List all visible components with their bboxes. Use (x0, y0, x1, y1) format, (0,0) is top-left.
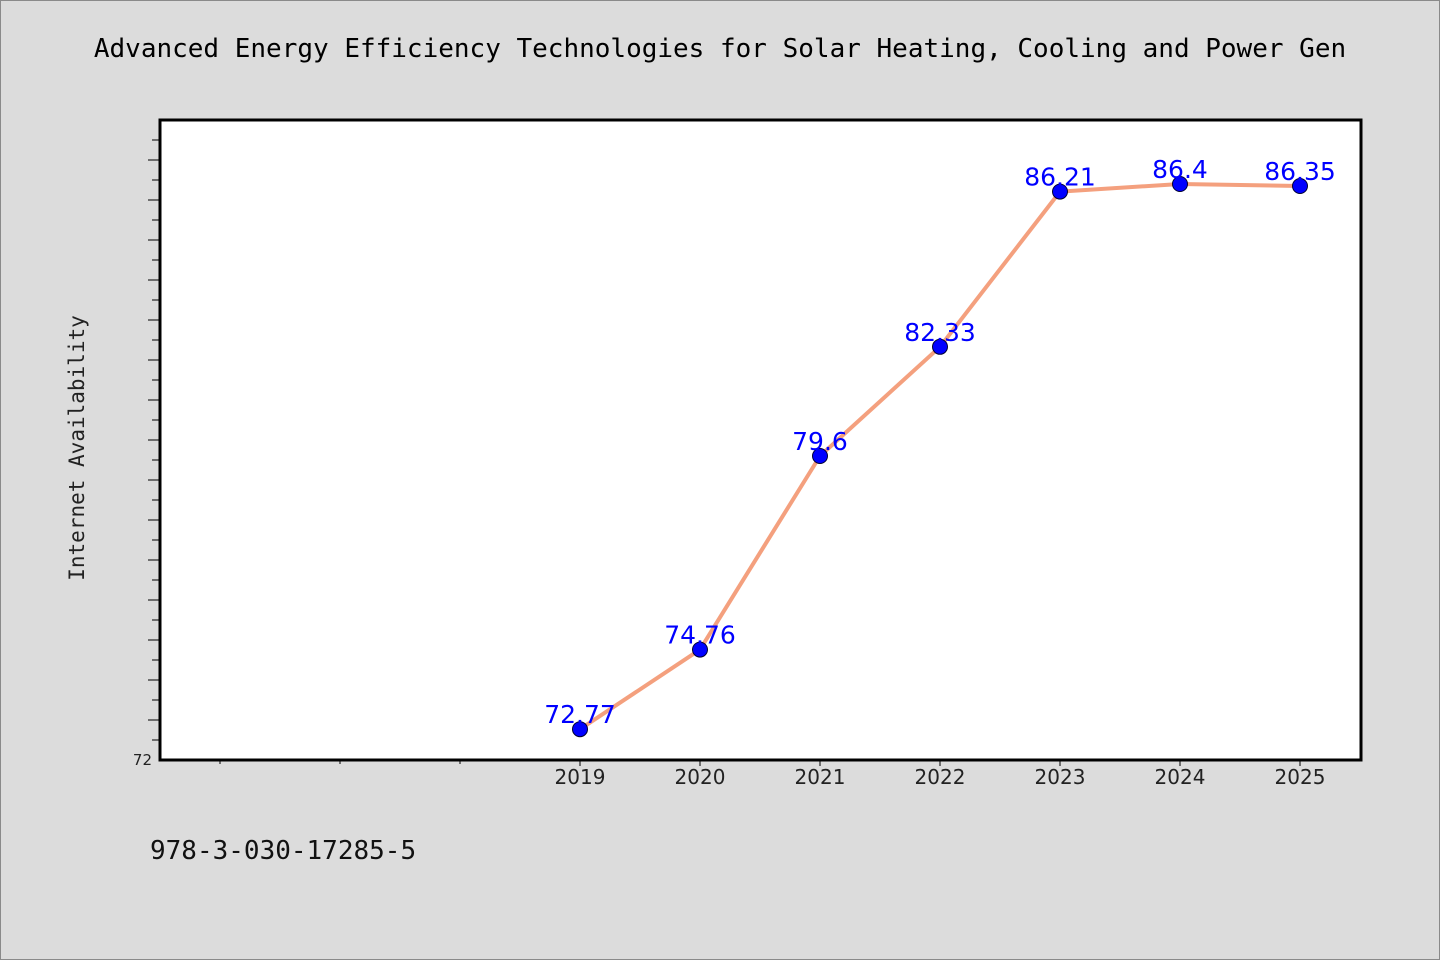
x-axis-ticks: 2019 2020 2021 2022 2023 2024 2025 (219, 760, 1326, 789)
y-axis-ticks: 72 (133, 139, 160, 769)
data-label: 74.76 (664, 621, 736, 650)
data-label: 86.4 (1152, 155, 1208, 184)
x-tick-label: 2020 (675, 765, 726, 789)
data-point (932, 338, 948, 355)
chart-title: Advanced Energy Efficiency Technologies … (93, 34, 1347, 64)
data-label: 86.21 (1024, 163, 1096, 192)
data-label: 86.35 (1264, 157, 1336, 186)
x-tick-label: 2023 (1035, 765, 1086, 789)
data-label: 82.33 (904, 318, 976, 347)
data-point (1052, 183, 1068, 200)
data-point (1292, 178, 1308, 194)
data-point (812, 448, 828, 464)
data-point (572, 721, 588, 738)
series-layer (572, 176, 1308, 738)
x-tick-label: 2025 (1275, 765, 1326, 789)
x-tick-label: 2021 (795, 765, 846, 789)
data-label: 72.77 (544, 700, 616, 729)
x-tick-label: 2024 (1155, 765, 1206, 789)
x-tick-label: 2022 (915, 765, 966, 789)
y-tick-label: 72 (133, 751, 152, 769)
data-labels-layer: 72.77 74.76 79.6 82.33 86.21 86.4 86.35 (544, 155, 1336, 729)
data-point (692, 641, 708, 658)
isbn-footer: 978-3-030-17285-5 (150, 836, 417, 866)
x-tick-label: 2019 (555, 765, 606, 789)
plot-area (158, 118, 1363, 762)
data-label: 79.6 (792, 427, 848, 456)
data-point (1172, 176, 1188, 192)
